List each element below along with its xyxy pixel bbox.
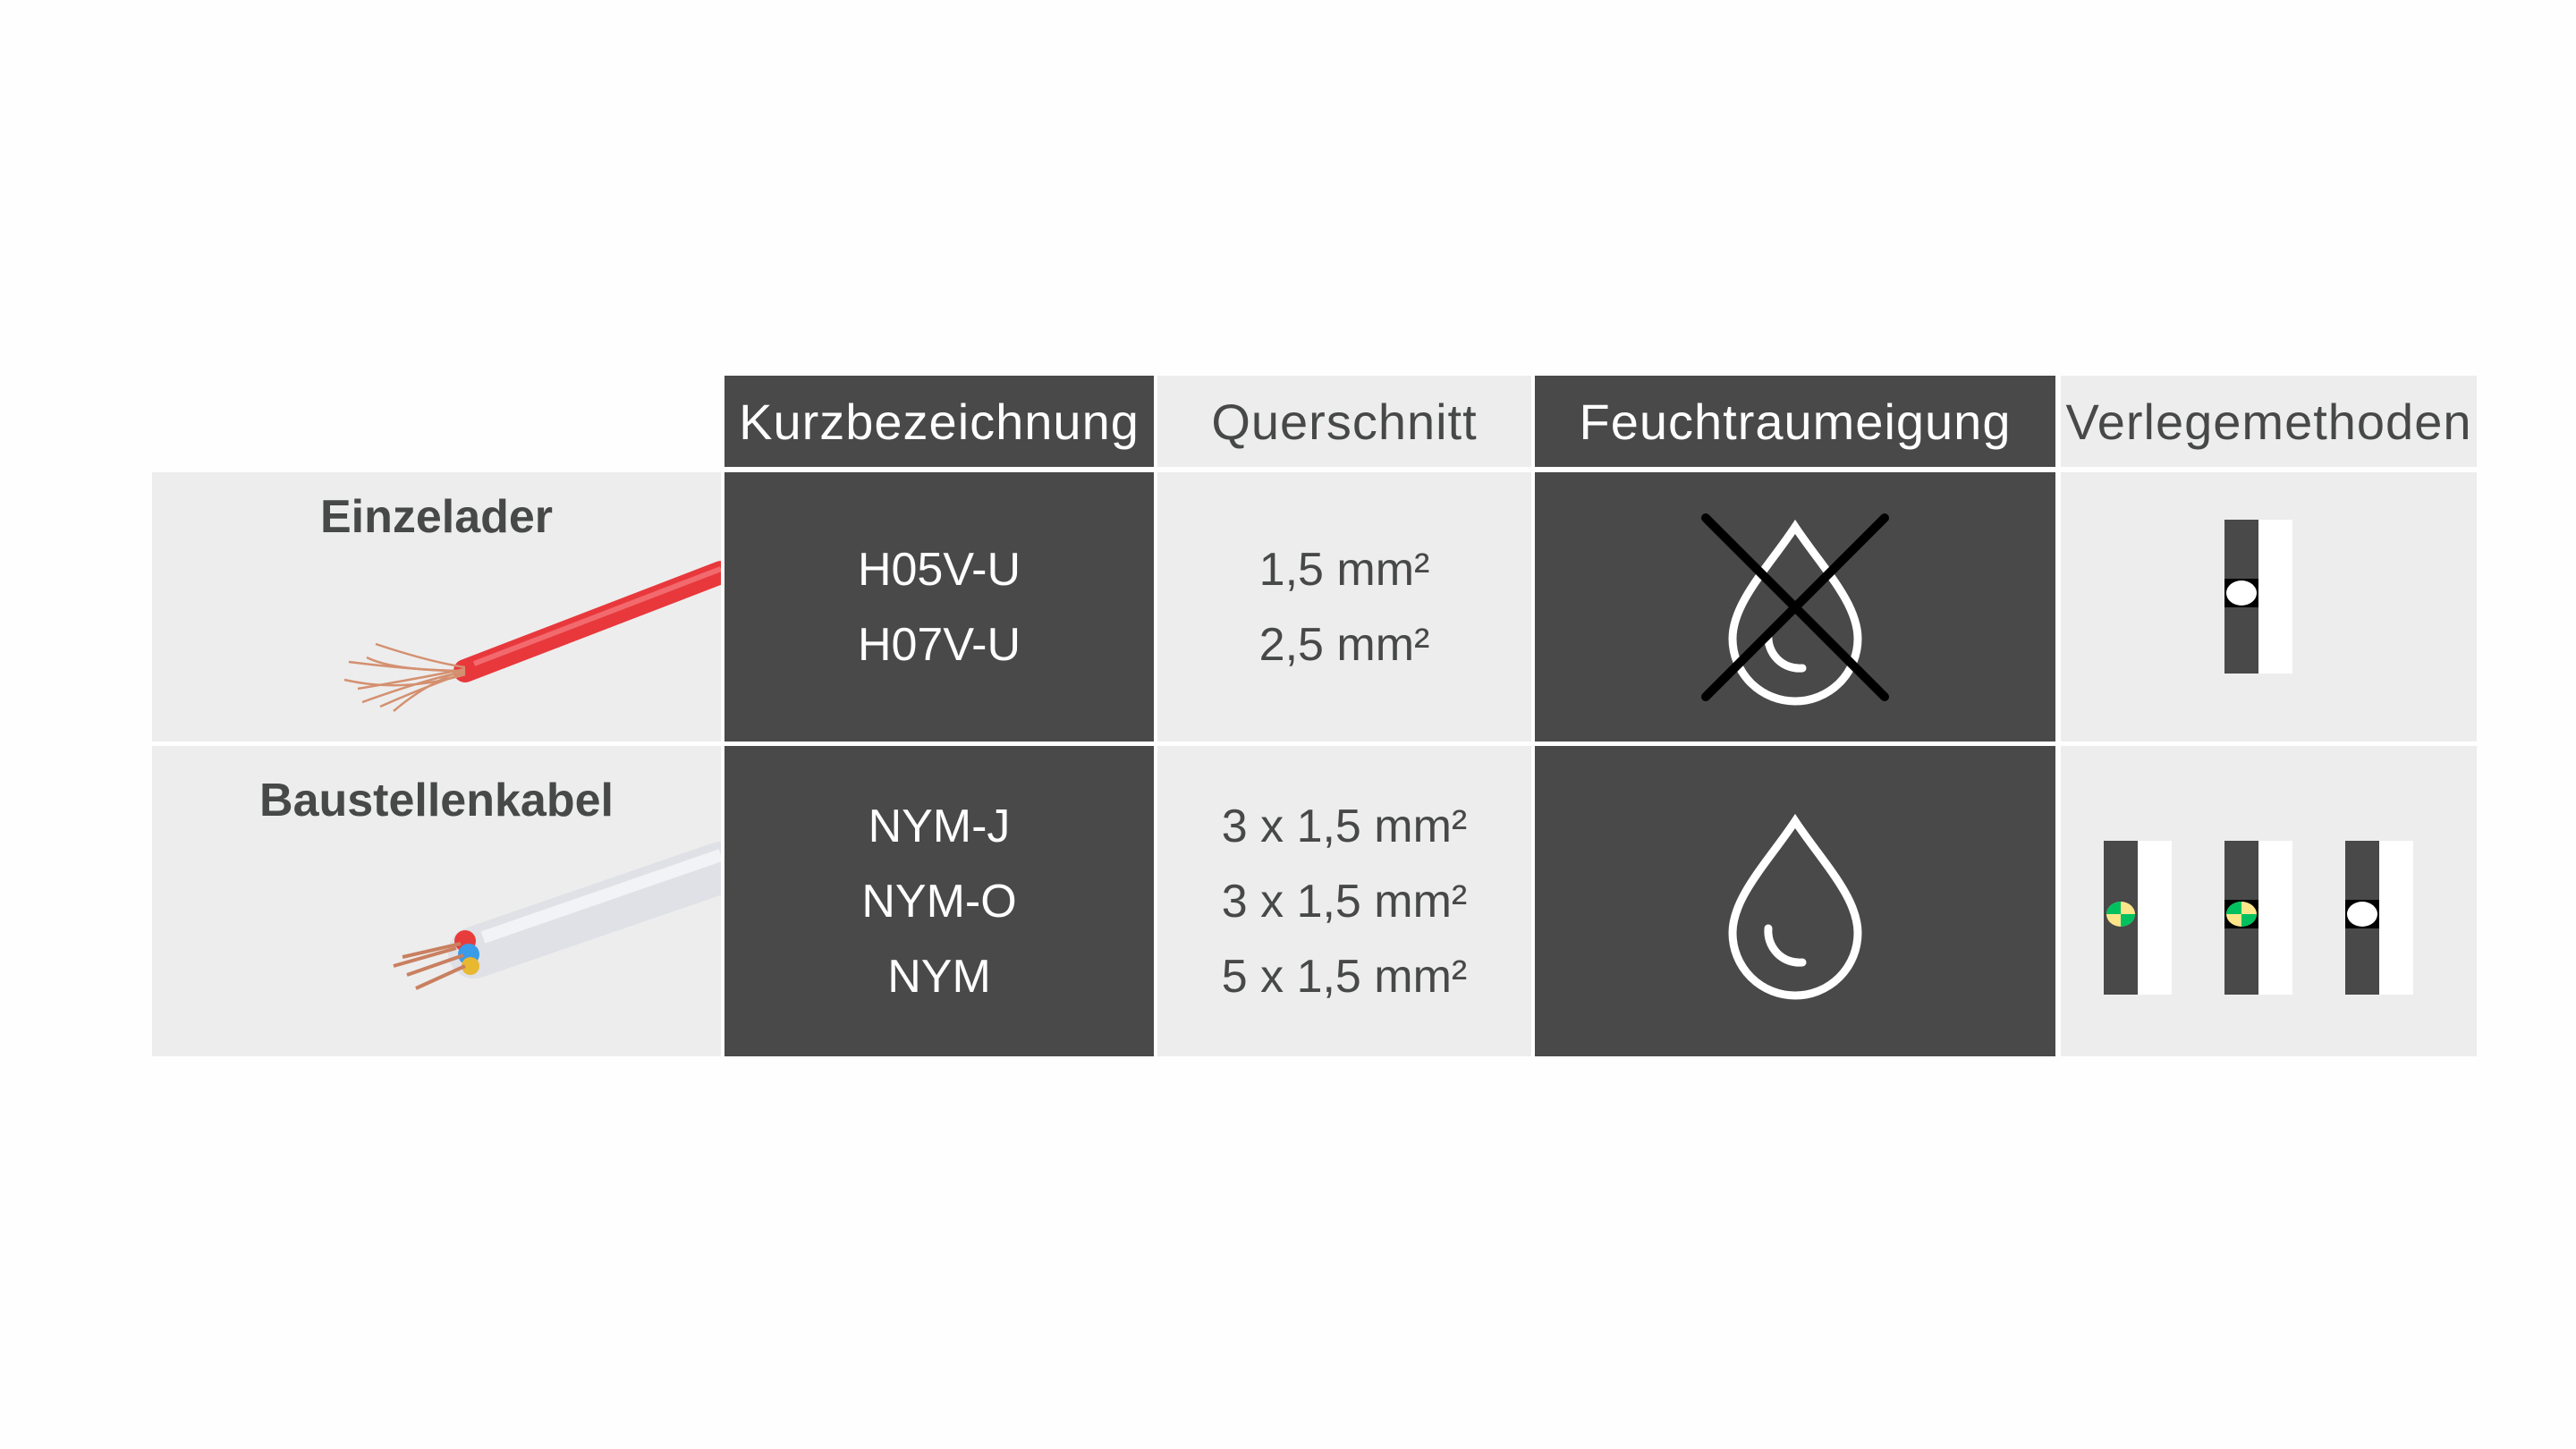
cross-section-text: 3 x 1,5 mm²: [1221, 875, 1468, 928]
installation-method-green-yellow-dot-boxed-icon: [2224, 841, 2292, 995]
code-text: NYM-J: [868, 800, 1011, 852]
white-multi-core-cable-image: [393, 842, 721, 990]
cross-section-text: 1,5 mm²: [1258, 543, 1430, 596]
damp-room-cell-baustellenkabel: [1535, 746, 2055, 1056]
code-text: NYM-O: [861, 875, 1017, 928]
header-querschnitt: Querschnitt: [1157, 376, 1531, 467]
code-text: NYM: [887, 950, 991, 1003]
installation-method-green-yellow-dot-icon: [2104, 841, 2172, 995]
installation-method-white-dot-icon: [2224, 520, 2292, 674]
installation-method-white-dot-icon: [2345, 841, 2413, 995]
water-drop-crossed-icon: [1701, 513, 1889, 705]
cross-section-text: 5 x 1,5 mm²: [1221, 950, 1468, 1003]
code-text: H05V-U: [857, 543, 1021, 596]
cross-section-text: 2,5 mm²: [1258, 618, 1430, 671]
codes-cell-einzelader: H05V-U H07V-U: [724, 472, 1154, 741]
row-label-baustellenkabel: Baustellenkabel: [259, 775, 614, 826]
cross-section-cell-baustellenkabel: 3 x 1,5 mm² 3 x 1,5 mm² 5 x 1,5 mm²: [1157, 746, 1531, 1056]
water-drop-icon: [1728, 813, 1862, 999]
cross-section-cell-einzelader: 1,5 mm² 2,5 mm²: [1157, 472, 1531, 741]
cross-section-text: 3 x 1,5 mm²: [1221, 800, 1468, 852]
header-feuchtraumeignung: Feuchtraumeigung: [1535, 376, 2055, 467]
code-text: H07V-U: [857, 618, 1021, 671]
damp-room-cell-einzelader: [1535, 472, 2055, 741]
row-label-einzelader: Einzelader: [319, 491, 554, 543]
codes-cell-baustellenkabel: NYM-J NYM-O NYM: [724, 746, 1154, 1056]
red-single-core-wire-image: [343, 561, 721, 712]
header-verlegemethoden: Verlegemethoden: [2061, 376, 2477, 467]
header-kurzbezeichnung: Kurzbezeichnung: [724, 376, 1154, 467]
